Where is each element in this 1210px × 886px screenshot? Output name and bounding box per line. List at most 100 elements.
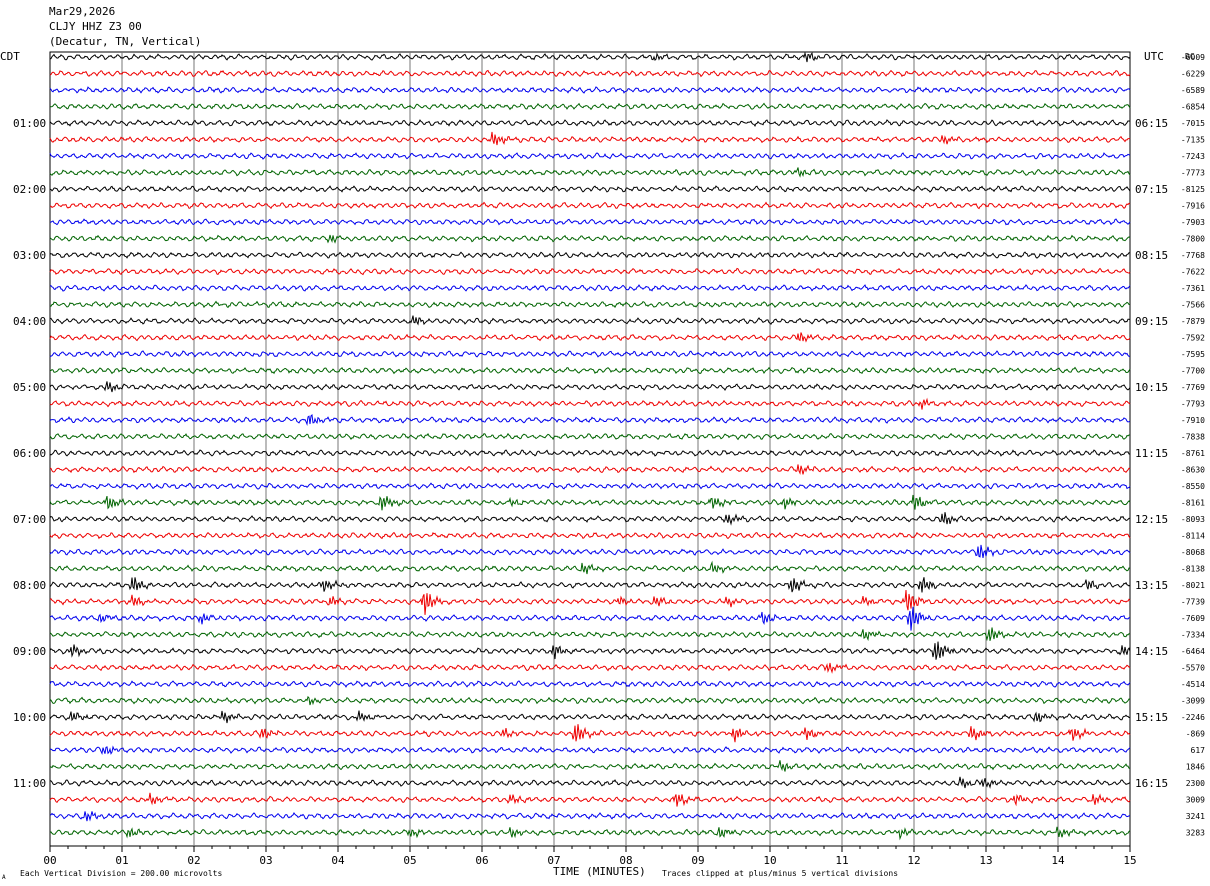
trace-line [49,201,1131,210]
clip-note: Traces clipped at plus/minus 5 vertical … [662,869,898,878]
dc-offset-label: -7609 [1181,614,1205,623]
dc-offset-label: -7334 [1181,631,1205,640]
dc-offset-label: -8761 [1181,449,1205,458]
left-time-label: 11:00 [13,777,46,790]
left-time-label: 07:00 [13,513,46,526]
trace-line [49,577,1131,593]
right-time-label: 09:15 [1135,315,1168,328]
trace-line [50,102,1131,111]
trace-line [49,512,1131,526]
dc-offset-label: -7700 [1181,367,1205,376]
trace-line [49,606,1130,631]
trace-line [49,482,1131,490]
left-time-label: 02:00 [13,183,46,196]
plot-border [49,51,1131,847]
dc-offset-label: -7015 [1181,119,1205,128]
dc-offset-label: -7903 [1181,218,1205,227]
trace-line [49,86,1131,94]
minute-grid [49,51,1131,847]
dc-offset-label: 3241 [1186,812,1205,821]
left-time-label: 04:00 [13,315,46,328]
trace-line [49,494,1131,511]
left-time-label: 10:00 [13,711,46,724]
x-axis-label: TIME (MINUTES) [553,865,646,878]
dc-offset-label: -7768 [1181,251,1205,260]
dc-offset-label: -7916 [1181,202,1205,211]
x-tick-label: 06 [475,854,488,867]
trace-line [49,662,1131,674]
x-tick-label: 15 [1123,854,1136,867]
dc-offset-label: -8093 [1181,515,1205,524]
dc-offset-label: -6464 [1181,647,1205,656]
right-time-label: 07:15 [1135,183,1168,196]
trace-line [49,381,1131,393]
x-tick-label: 01 [115,854,128,867]
trace-line [49,332,1131,343]
x-tick-label: 14 [1051,854,1065,867]
date-label: Mar29,2026 [49,5,116,18]
right-time-label: 13:15 [1135,579,1168,592]
left-time-label: 01:00 [13,117,46,130]
dc-offset-label: -7769 [1181,383,1205,392]
right-time-label: 10:15 [1135,381,1168,394]
dc-offset-label: 1846 [1186,763,1205,772]
x-tick-label: 12 [907,854,920,867]
trace-line [49,413,1131,427]
x-tick-label: 00 [43,854,56,867]
dc-offset-labels: -6009 -6229 -6589 -6854 -7015 -7135 -7243 -7773… [1181,53,1205,838]
trace-line [49,710,1131,724]
x-tick-label: 10 [763,854,776,867]
dc-offset-label: 2300 [1186,779,1205,788]
dc-offset-label: -2246 [1181,713,1205,722]
x-axis-ticks: 00 01 02 03 04 05 06 07 08 09 10 11 12 13 14 15 [43,846,1137,867]
dc-offset-label: -8550 [1181,482,1205,491]
dc-offset-label: -7879 [1181,317,1205,326]
right-time-label: 12:15 [1135,513,1168,526]
dc-offset-label: -7243 [1181,152,1205,161]
dc-offset-label: -7592 [1181,334,1205,343]
x-tick-label: 05 [403,854,416,867]
dc-offset-label: -8068 [1181,548,1205,557]
trace-line [49,69,1131,78]
scale-note: Each Vertical Division = 200.00 microvol… [20,869,222,878]
left-time-label: 03:00 [13,249,46,262]
trace-line [49,531,1131,540]
trace-line [49,267,1131,276]
right-timezone-label: UTC [1144,50,1164,63]
x-tick-label: 11 [835,854,848,867]
trace-line [49,300,1131,309]
trace-line [49,826,1131,841]
right-time-label: 11:15 [1135,447,1168,460]
trace-line [49,811,1131,822]
trace-line [49,185,1131,193]
trace-line [49,760,1131,772]
dc-offset-label: -7739 [1181,598,1205,607]
dc-offset-label: -8630 [1181,466,1205,475]
location-label: (Decatur, TN, Vertical) [49,35,202,48]
trace-line [49,449,1131,457]
x-tick-label: 07 [547,854,560,867]
right-time-label: 14:15 [1135,645,1168,658]
trace-line [49,119,1131,127]
dc-offset-label: 3283 [1186,829,1205,838]
dc-offset-label: 617 [1191,746,1206,755]
right-time-labels: 06:15 07:15 08:15 09:15 10:15 11:15 12:15 13:15… [1135,117,1168,790]
left-timezone-label: CDT [0,50,20,63]
dc-offset-label: -8114 [1181,532,1205,541]
trace-line [49,131,1131,146]
x-tick-label: 02 [187,854,200,867]
dc-offset-label: -7566 [1181,301,1205,310]
dc-offset-label: -7622 [1181,268,1205,277]
dc-offset-label: -6854 [1181,103,1205,112]
dc-offset-label: -7838 [1181,433,1205,442]
trace-line [49,544,1131,558]
trace-line [49,51,1131,63]
dc-offset-label: -8125 [1181,185,1205,194]
dc-offset-label: 3009 [1186,796,1205,805]
trace-line [49,432,1130,441]
trace-line [49,350,1131,358]
trace-line [50,366,1131,375]
dc-offset-label: -4514 [1181,680,1205,689]
station-label: CLJY HHZ Z3 00 [49,20,142,33]
trace-line [49,724,1131,743]
